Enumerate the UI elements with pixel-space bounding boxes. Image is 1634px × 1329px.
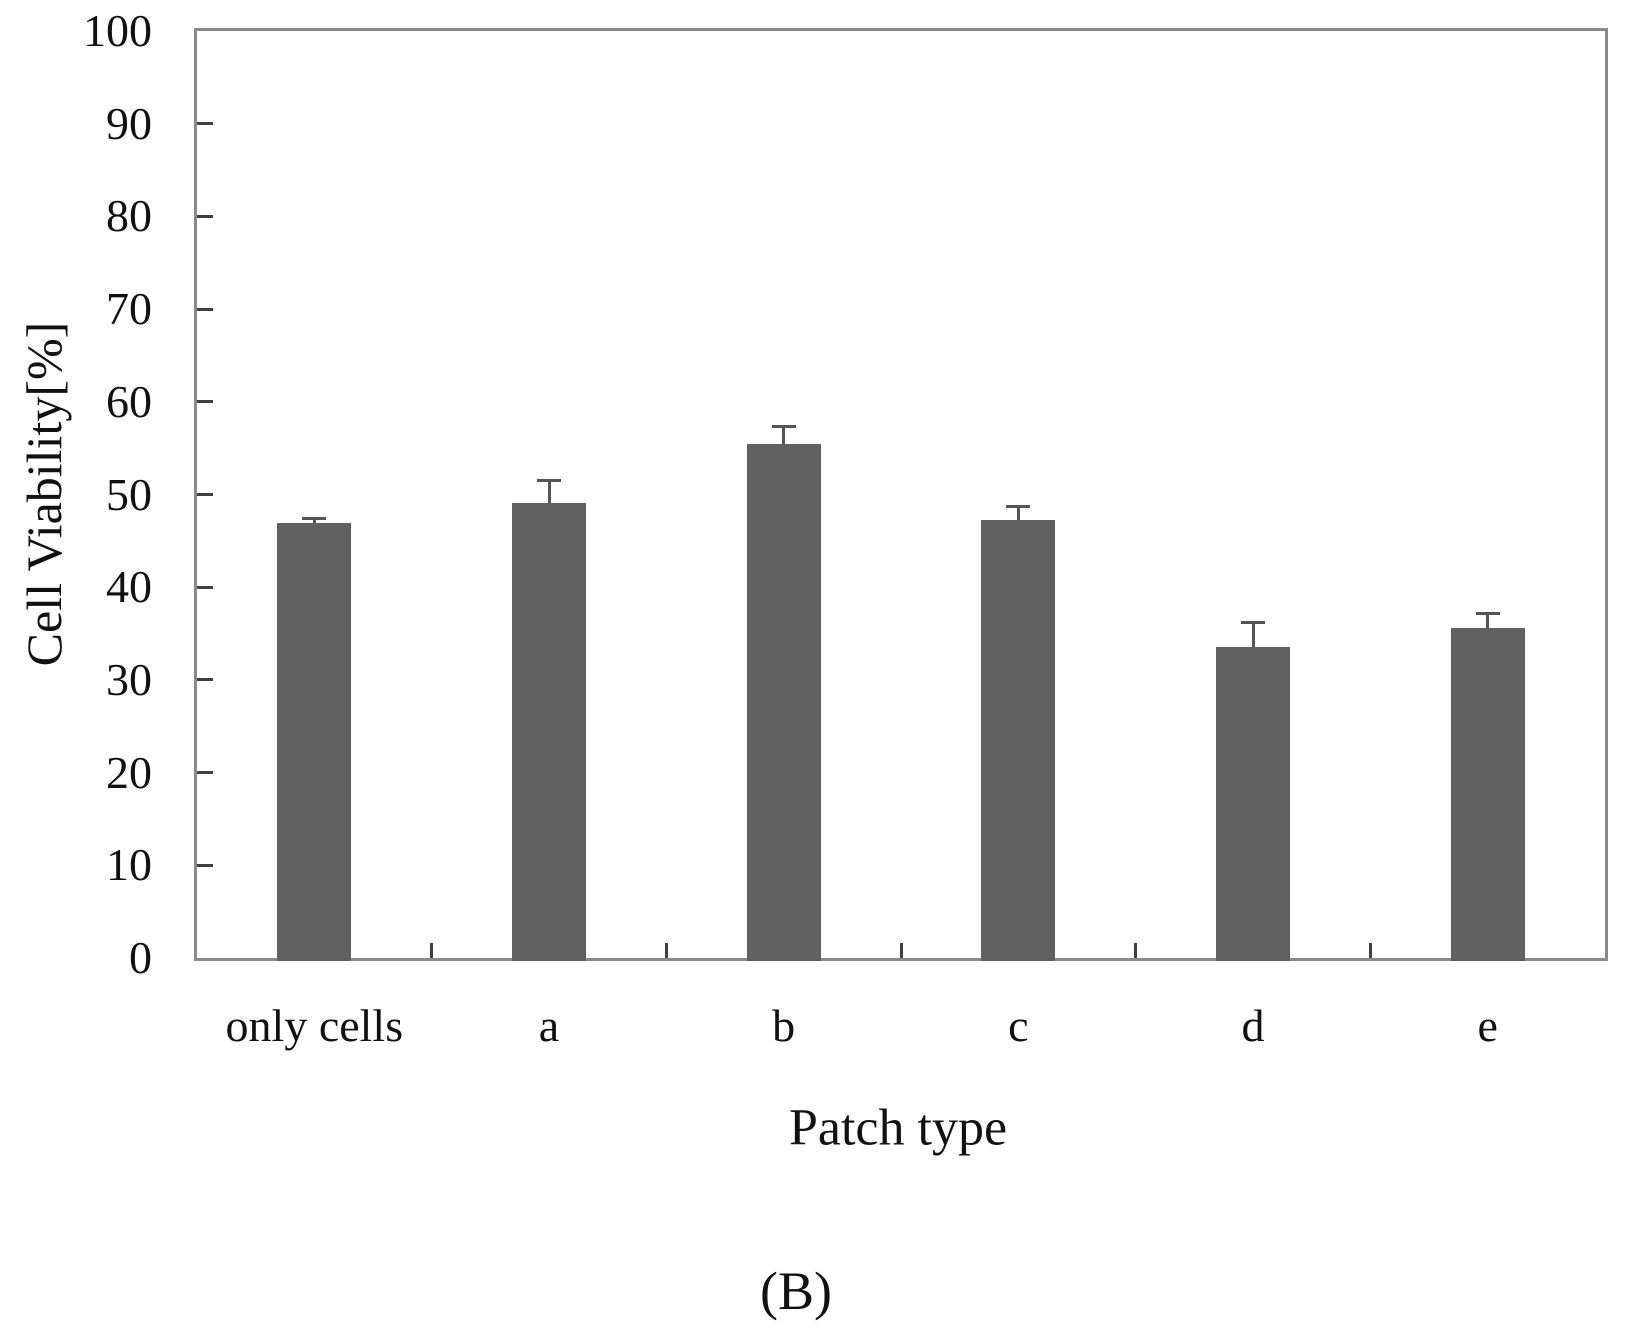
plot-area [194,28,1608,961]
bar-b [746,443,821,961]
category-label: b [772,1000,796,1051]
y-tick-label: 40 [106,561,152,613]
error-bar-cap [1006,505,1031,509]
error-bar-line [782,427,786,444]
y-tick-label: 50 [106,468,152,520]
error-bar-cap [1475,612,1500,616]
y-axis-tick [197,771,213,775]
error-bar-cap [771,424,796,428]
error-bar-cap [537,478,561,482]
y-tick-label: 100 [83,5,152,56]
y-tick-label: 80 [106,190,152,242]
x-axis-tick [664,943,668,958]
y-axis-tick [197,122,213,126]
y-axis-title: Cell Viability[%] [16,321,72,667]
y-tick-label: 90 [106,97,152,149]
bar-only-cells [277,523,352,961]
x-axis-title: Patch type [788,1099,1008,1157]
category-label: e [1477,1000,1498,1051]
y-tick-label: 60 [106,375,152,427]
y-tick-label: 10 [106,839,152,891]
category-label: only cells [225,1000,404,1051]
y-tick-label: 70 [106,283,152,335]
y-tick-label: 20 [106,746,152,798]
bar-d [1216,647,1290,961]
x-axis-tick [899,943,903,958]
error-bar-line [1486,615,1490,628]
y-tick-label: 30 [106,653,152,705]
error-bar-line [547,481,551,503]
error-bar-line [312,519,316,524]
y-axis-tick [197,493,213,496]
y-tick-label: 0 [129,932,152,983]
y-axis-tick [197,307,213,311]
bar-c [981,519,1056,961]
category-label: c [1008,1000,1029,1051]
bar-a [512,502,586,961]
error-bar-line [1016,508,1020,520]
y-axis-tick [197,400,213,404]
x-axis-tick [1368,943,1372,958]
y-axis-tick [197,585,213,589]
y-axis-tick [197,863,213,867]
x-axis-tick [1134,943,1138,958]
y-axis-tick [197,678,213,682]
error-bar-cap [1241,621,1265,625]
error-bar-line [1251,624,1255,648]
category-label: a [538,1000,560,1051]
bar-e [1450,628,1525,961]
x-axis-tick [430,943,434,958]
category-label: d [1241,1000,1265,1051]
error-bar-cap [302,516,327,520]
y-axis-tick [197,214,213,218]
figure-caption: (B) [760,1261,832,1321]
